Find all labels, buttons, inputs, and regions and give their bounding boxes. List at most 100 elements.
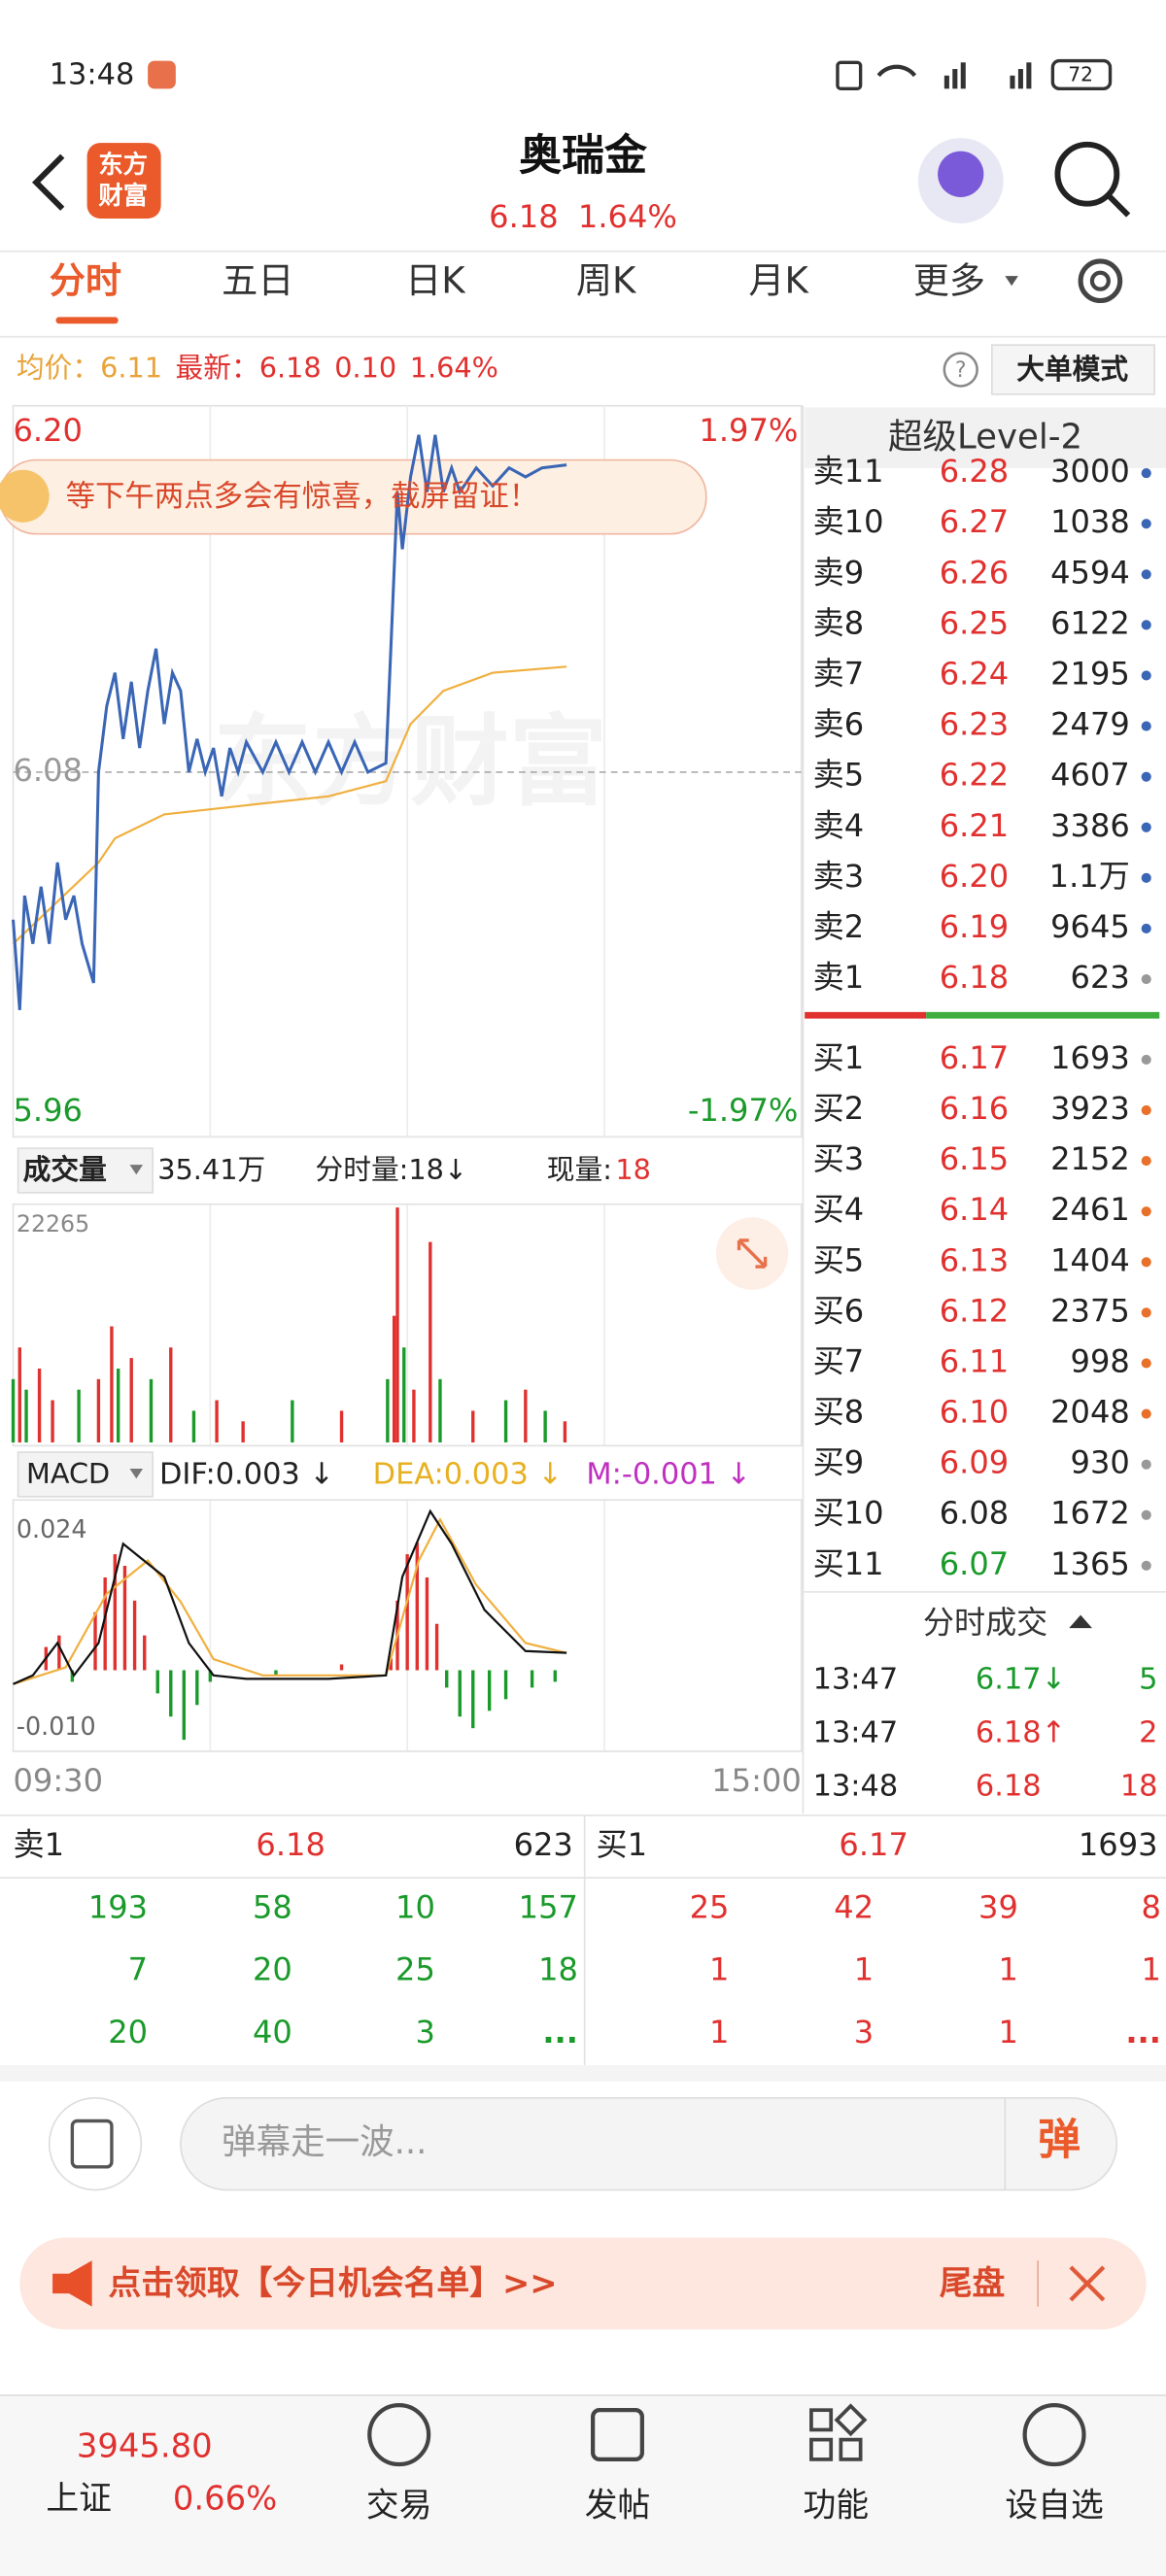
trade-price: 6.18: [976, 1770, 1042, 1804]
volume-selector[interactable]: [17, 1147, 154, 1194]
trade-volume: 5: [1139, 1663, 1157, 1697]
volume-bar: [17, 1347, 21, 1442]
book-volume: 9645: [1050, 908, 1130, 945]
book-dot: [1141, 822, 1151, 832]
dea-label: DEA:0.003 ↓: [373, 1457, 563, 1491]
macd-bar: [503, 1670, 508, 1700]
current-volume-label: 现量:: [547, 1153, 612, 1186]
chart-banner-bg[interactable]: [0, 458, 707, 535]
book-dot: [1141, 872, 1151, 883]
trades-title[interactable]: 分时成交: [923, 1605, 1047, 1642]
book-volume: 1672: [1050, 1495, 1130, 1532]
y-tick-label: 0.024: [17, 1514, 87, 1543]
book-label: 买1: [813, 1039, 865, 1076]
macd-bar: [415, 1542, 419, 1671]
promo-banner[interactable]: [19, 2237, 1147, 2330]
macd-selector-label[interactable]: MACD: [26, 1457, 110, 1490]
dif-label: DIF:0.003 ↓: [159, 1457, 334, 1491]
book-label: 买3: [813, 1140, 865, 1177]
book-price: 6.27: [940, 503, 1009, 540]
book-dot: [1141, 1509, 1151, 1520]
collapse-arrow[interactable]: [1069, 1614, 1092, 1629]
promo-side[interactable]: 尾盘: [940, 2264, 1006, 2302]
macd-bar: [405, 1554, 409, 1671]
index-name[interactable]: 上证: [46, 2480, 112, 2518]
book-label: 买4: [813, 1191, 865, 1228]
send-button[interactable]: 弹: [1038, 2115, 1080, 2164]
book-volume: 4607: [1050, 757, 1130, 794]
book-label: 买5: [813, 1241, 865, 1278]
minute-volume: 分时量:18↓: [316, 1153, 467, 1186]
last-value: 6.18: [259, 352, 322, 385]
book-label: 买2: [813, 1090, 865, 1127]
mode-button-bg[interactable]: [991, 344, 1156, 395]
chart-banner[interactable]: 等下午两点多会有惊喜，截屏留证！: [66, 480, 539, 514]
book-volume: 2461: [1050, 1191, 1130, 1228]
volume-bar: [291, 1400, 294, 1442]
macd-bar: [389, 1658, 393, 1671]
volume-bar: [169, 1347, 173, 1442]
book-label: 卖9: [813, 554, 865, 591]
comment-list-button[interactable]: [48, 2096, 143, 2191]
promo-text[interactable]: 点击领取【今日机会名单】>>: [109, 2264, 558, 2302]
trade-icon[interactable]: [367, 2402, 431, 2467]
book-volume: 623: [1071, 959, 1130, 996]
book-dot: [1141, 670, 1151, 681]
book-price: 6.25: [940, 604, 1009, 641]
nav-item[interactable]: 发帖: [585, 2486, 651, 2524]
queue-order: 20: [253, 1951, 292, 1988]
nav-item[interactable]: 设自选: [1005, 2486, 1103, 2524]
macd-bar: [122, 1566, 127, 1671]
queue-order: 3: [854, 2014, 874, 2051]
volume-bar: [96, 1378, 101, 1442]
tab[interactable]: 分时: [50, 258, 121, 301]
tab[interactable]: 日K: [405, 258, 466, 301]
post-icon[interactable]: [591, 2408, 644, 2462]
macd-selector[interactable]: [17, 1451, 154, 1498]
change-pct: 1.64%: [410, 352, 498, 385]
battery-level: 72: [1068, 62, 1093, 85]
comment-placeholder[interactable]: 弹幕走一波...: [222, 2122, 427, 2162]
macd-bar: [169, 1670, 173, 1717]
book-label: 买6: [813, 1292, 865, 1329]
app-icon: [148, 60, 176, 89]
dropdown-arrow: [1005, 276, 1018, 287]
bottom-nav: [0, 2394, 1166, 2576]
dif-line: [13, 1508, 567, 1685]
logo-text: 财富: [98, 181, 148, 210]
megaphone-icon: [52, 2260, 92, 2307]
volume-bar: [241, 1421, 245, 1442]
queue-order: 157: [519, 1888, 578, 1925]
tab[interactable]: 更多: [913, 258, 985, 301]
book-volume: 1404: [1050, 1241, 1130, 1278]
volume-selector-label[interactable]: 成交量: [23, 1153, 107, 1186]
book-price: 6.24: [940, 655, 1009, 692]
tab[interactable]: 周K: [576, 258, 637, 301]
help-icon[interactable]: [943, 352, 978, 388]
function-icon[interactable]: [809, 2403, 868, 2461]
comment-input[interactable]: [180, 2096, 1118, 2191]
search-button[interactable]: [1054, 141, 1120, 207]
nav-item[interactable]: 功能: [803, 2486, 869, 2524]
index-change[interactable]: 0.66%: [173, 2480, 277, 2518]
back-button[interactable]: [32, 153, 65, 211]
nav-item[interactable]: 交易: [366, 2486, 432, 2524]
y-tick-label: 22265: [17, 1210, 89, 1237]
mode-button[interactable]: 大单模式: [1016, 353, 1128, 386]
avg-line: [12, 665, 567, 945]
close-promo[interactable]: [1069, 2265, 1106, 2302]
tab[interactable]: 月K: [748, 258, 809, 301]
app-logo[interactable]: [86, 143, 161, 219]
book-price: 6.23: [940, 706, 1009, 743]
macd-bar: [113, 1554, 117, 1671]
avg-value: 6.11: [100, 352, 162, 385]
book-dot: [1141, 771, 1151, 782]
macd-bar: [57, 1635, 61, 1671]
settings-button[interactable]: [1078, 258, 1123, 304]
book-label: 买7: [813, 1342, 865, 1379]
watchlist-icon[interactable]: [1022, 2402, 1086, 2467]
tab[interactable]: 五日: [222, 258, 293, 301]
index-value[interactable]: 3945.80: [77, 2427, 213, 2465]
trade-time: 13:47: [813, 1716, 899, 1750]
book-label: 卖1: [813, 959, 865, 996]
